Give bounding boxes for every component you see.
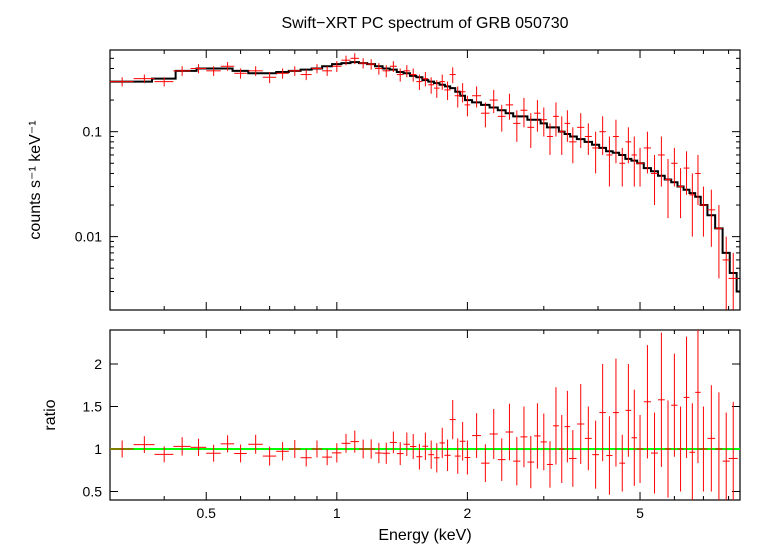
model-line [110, 62, 740, 291]
top-panel-data [110, 53, 740, 309]
spectrum-chart: Swift−XRT PC spectrum of GRB 050730 0.01 0… [0, 0, 758, 556]
chart-title: Swift−XRT PC spectrum of GRB 050730 [281, 15, 568, 32]
svg-text:0.5: 0.5 [83, 484, 103, 500]
svg-text:1: 1 [333, 505, 341, 521]
bottom-panel-data [110, 322, 740, 516]
svg-text:2: 2 [464, 505, 472, 521]
y-axis-label-top: counts s⁻¹ keV⁻¹ [27, 120, 44, 239]
svg-text:5: 5 [636, 505, 644, 521]
svg-text:0.01: 0.01 [75, 229, 102, 245]
y-axis-label-bottom: ratio [42, 399, 59, 430]
svg-text:1: 1 [94, 441, 102, 457]
svg-text:2: 2 [94, 356, 102, 372]
svg-text:0.5: 0.5 [197, 505, 217, 521]
svg-text:0.1: 0.1 [83, 124, 103, 140]
svg-text:1.5: 1.5 [83, 399, 103, 415]
x-axis-label: Energy (keV) [378, 527, 471, 544]
